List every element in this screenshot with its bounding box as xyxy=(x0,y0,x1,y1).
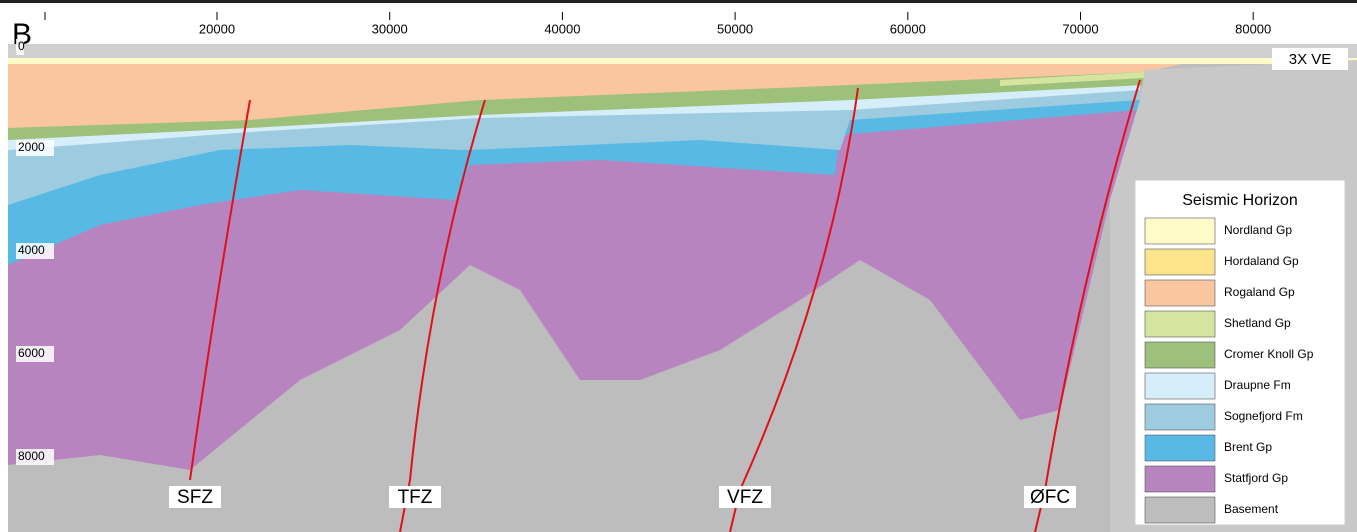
legend-swatch xyxy=(1144,434,1216,462)
y-tick-bg xyxy=(16,449,54,465)
fault-label: VFZ xyxy=(727,487,763,508)
legend-swatch xyxy=(1144,496,1216,524)
legend-swatch xyxy=(1144,279,1216,307)
legend-label: Brent Gp xyxy=(1224,440,1272,454)
legend-swatch xyxy=(1144,310,1216,338)
x-tick-label: 80000 xyxy=(1235,21,1271,36)
y-tick-bg xyxy=(16,140,54,156)
rogaland-layer xyxy=(8,60,1200,128)
y-tick-label: 8000 xyxy=(18,449,45,463)
fault-label-bg xyxy=(1024,486,1076,508)
shetland-layer xyxy=(1000,72,1145,86)
fault-label: TFZ xyxy=(398,487,433,508)
y-tick-bg xyxy=(16,346,54,362)
fault-line xyxy=(399,99,486,532)
brent-layer xyxy=(8,95,1140,265)
fault-label-bg xyxy=(719,486,771,508)
legend-label: Shetland Gp xyxy=(1224,316,1291,330)
y-tick-label: 0 xyxy=(18,39,25,53)
x-tick-label: 50000 xyxy=(717,21,753,36)
fault-label-bg xyxy=(169,486,221,508)
legend-label: Sognefjord Fm xyxy=(1224,409,1303,423)
faults xyxy=(189,79,1141,532)
legend-swatch xyxy=(1144,403,1216,431)
nordland-layer xyxy=(8,58,1357,64)
fault-label: SFZ xyxy=(177,487,213,508)
legend-swatch xyxy=(1144,341,1216,369)
water-band xyxy=(8,44,1357,60)
fault-line xyxy=(729,87,859,532)
legend-label: Basement xyxy=(1224,502,1279,516)
fault-line xyxy=(189,99,251,481)
y-tick-label: 4000 xyxy=(18,243,45,257)
y-tick-label: 2000 xyxy=(18,140,45,154)
cromer-knoll-layer xyxy=(8,70,1145,140)
fault-line xyxy=(1034,79,1141,532)
y-tick-label: 6000 xyxy=(18,346,45,360)
legend-swatch xyxy=(1144,217,1216,245)
legend-label: Statfjord Gp xyxy=(1224,471,1288,485)
x-tick-label: 60000 xyxy=(890,21,926,36)
fault-label: ØFC xyxy=(1030,487,1070,508)
legend-label: Draupne Fm xyxy=(1224,378,1291,392)
fault-label-bg xyxy=(389,486,441,508)
legend-label: Nordland Gp xyxy=(1224,223,1292,237)
x-tick-label: 40000 xyxy=(544,21,580,36)
annotation: 3X VE xyxy=(1289,51,1332,68)
x-tick-label: 70000 xyxy=(1062,21,1098,36)
annotation-box xyxy=(1272,48,1348,70)
legend-label: Cromer Knoll Gp xyxy=(1224,347,1314,361)
x-tick-label: 30000 xyxy=(372,21,408,36)
legend-label: Rogaland Gp xyxy=(1224,285,1295,299)
legend-swatch xyxy=(1144,372,1216,400)
y-tick-bg xyxy=(16,39,24,55)
legend-label: Hordaland Gp xyxy=(1224,254,1299,268)
statfjord-layer xyxy=(8,100,1140,470)
top-border xyxy=(0,0,1357,3)
sognefjord-layer xyxy=(8,85,1140,205)
x-tick-label: 20000 xyxy=(199,21,235,36)
legend-title: Seismic Horizon xyxy=(1182,192,1298,209)
legend-swatch xyxy=(1144,465,1216,493)
y-tick-bg xyxy=(16,243,54,259)
legend-swatch xyxy=(1144,248,1216,276)
